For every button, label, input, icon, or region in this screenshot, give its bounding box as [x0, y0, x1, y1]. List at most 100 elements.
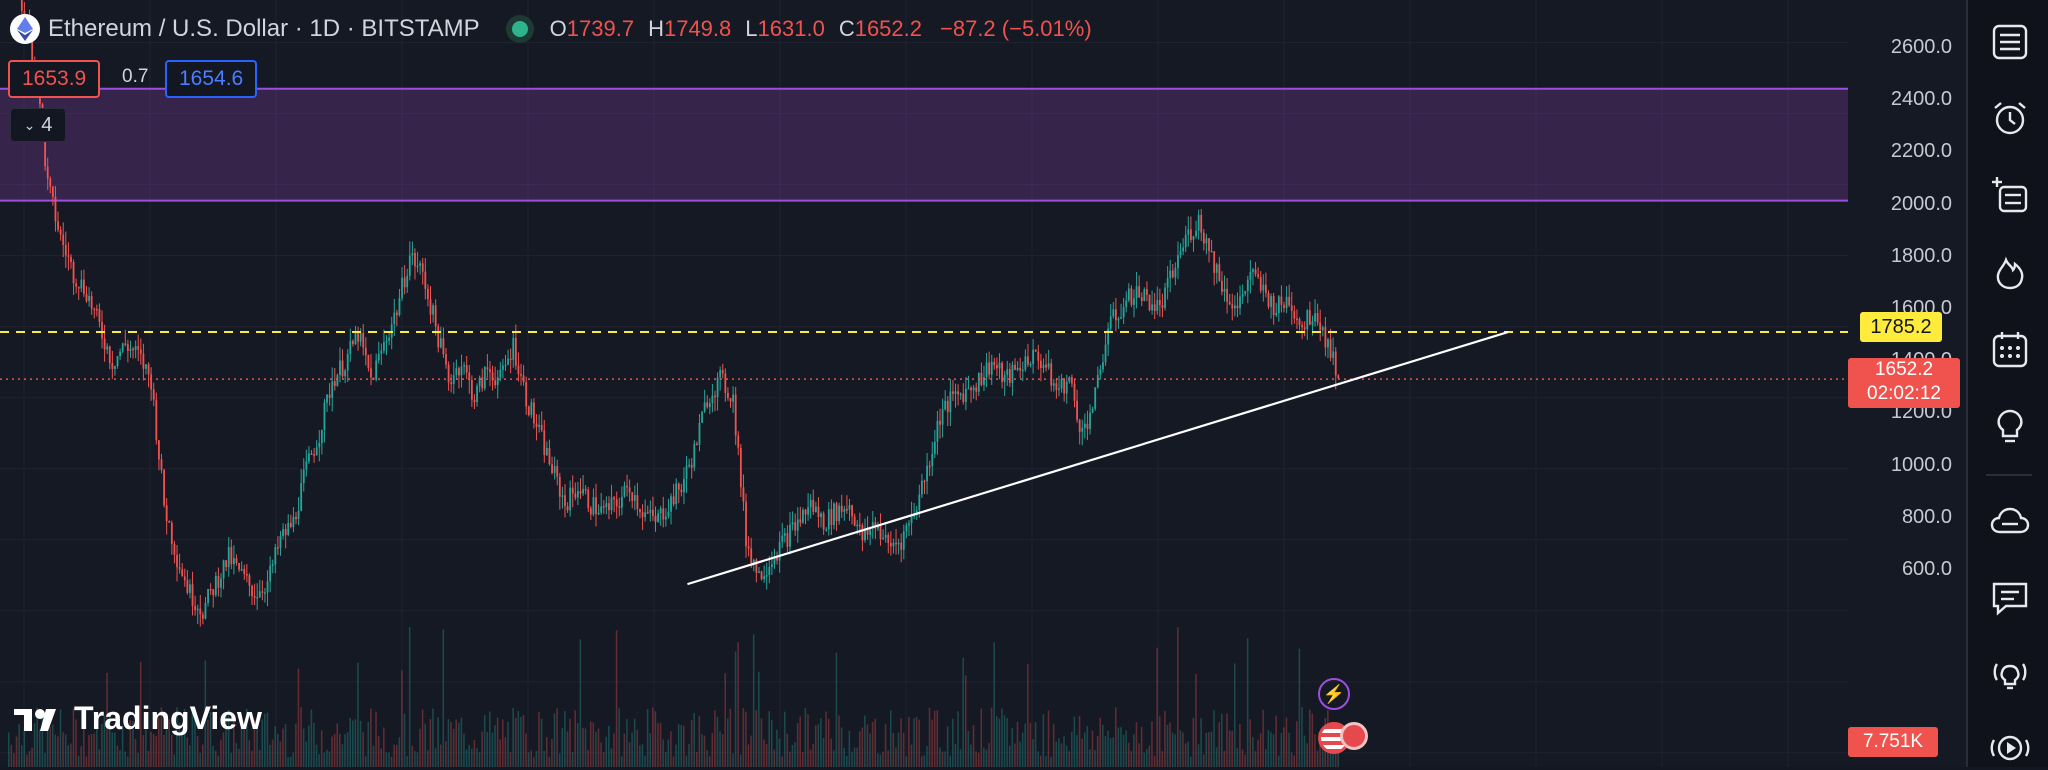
- volume-bar: [238, 749, 240, 767]
- candle-body: [693, 443, 696, 468]
- candle-body: [95, 308, 98, 311]
- candle-body: [732, 394, 735, 402]
- buy-button[interactable]: 1654.6: [165, 60, 258, 98]
- volume-bar: [1177, 627, 1179, 767]
- volume-bar: [1208, 732, 1210, 767]
- indicators-collapse-button[interactable]: ⌄ 4: [10, 108, 66, 142]
- volume-bar: [85, 756, 88, 767]
- candle-body: [796, 519, 799, 531]
- hotlist-fire-icon[interactable]: [1988, 250, 2032, 294]
- volume-bar: [1221, 713, 1223, 767]
- volume-bar: [282, 728, 284, 767]
- volume-bar: [877, 753, 879, 767]
- volume-bar: [1202, 754, 1205, 767]
- candle-body: [137, 346, 140, 350]
- candle-body: [548, 447, 551, 464]
- volume-bar: [1233, 663, 1236, 767]
- candle-body: [1337, 375, 1340, 379]
- candle-body: [993, 361, 996, 366]
- volume-bar: [703, 735, 706, 767]
- broadcast-lightbulb-icon[interactable]: [1988, 652, 2032, 696]
- candle-body: [1311, 321, 1314, 325]
- candle-body: [745, 501, 747, 547]
- candle-body: [695, 443, 698, 446]
- add-list-icon[interactable]: [1988, 172, 2032, 216]
- volume-bar: [1158, 716, 1161, 767]
- candle-body: [840, 505, 843, 512]
- candle-body: [1143, 289, 1146, 302]
- sell-button[interactable]: 1653.9: [8, 60, 101, 98]
- candle-body: [279, 535, 282, 548]
- chart-area[interactable]: Ethereum / U.S. Dollar · 1D · BITSTAMP O…: [0, 0, 1848, 767]
- volume-bar: [545, 737, 548, 767]
- play-stream-icon[interactable]: [1988, 726, 2032, 770]
- candlestick-chart[interactable]: [0, 0, 1848, 767]
- candle-body: [388, 337, 391, 341]
- watchlist-icon[interactable]: [1988, 20, 2032, 64]
- candle-body: [302, 469, 305, 484]
- price-axis[interactable]: 2600.02400.02200.02000.01800.01600.01400…: [1848, 0, 1966, 767]
- candle-body: [116, 356, 119, 367]
- candle-body: [253, 596, 256, 598]
- idea-lightbulb-icon[interactable]: [1988, 404, 2032, 448]
- volume-bar: [1065, 745, 1068, 767]
- candle-body: [460, 366, 463, 376]
- symbol-title[interactable]: Ethereum / U.S. Dollar · 1D · BITSTAMP: [48, 15, 480, 42]
- candle-body: [39, 92, 41, 105]
- volume-bar: [401, 670, 403, 767]
- candle-body: [463, 365, 466, 367]
- candle-body: [380, 350, 383, 354]
- volume-bar: [820, 718, 822, 767]
- candle-body: [600, 506, 603, 513]
- volume-bar: [652, 707, 654, 767]
- candle-body: [1187, 229, 1190, 235]
- cloud-chat-icon[interactable]: [1988, 500, 2032, 544]
- volume-bar: [1200, 718, 1202, 767]
- volume-bar: [1014, 743, 1016, 767]
- volume-bar: [8, 732, 10, 767]
- volume-bar: [905, 756, 908, 767]
- candle-body: [1202, 232, 1205, 244]
- alarm-clock-icon[interactable]: [1988, 96, 2032, 140]
- volume-bar: [111, 732, 114, 767]
- candle-body: [1014, 364, 1016, 370]
- alert-line-price-tag: 1785.2: [1860, 312, 1942, 342]
- candle-body: [727, 392, 729, 399]
- calendar-icon[interactable]: [1988, 328, 2032, 372]
- volume-bar: [178, 723, 181, 767]
- volume-bar: [346, 732, 349, 767]
- volume-bar: [1089, 749, 1091, 767]
- volume-bar: [946, 726, 949, 767]
- volume-bar: [959, 749, 962, 767]
- candle-body: [108, 346, 111, 364]
- volume-bar: [264, 713, 266, 767]
- price-axis-label: 2600.0: [1890, 36, 1952, 58]
- candle-body: [1156, 299, 1159, 312]
- event-lightning-icon[interactable]: ⚡: [1318, 678, 1350, 710]
- change-value: −87.2 (−5.01%): [940, 16, 1092, 41]
- candle-body: [339, 360, 341, 376]
- volume-bar: [509, 752, 512, 767]
- candle-body: [346, 353, 349, 371]
- candle-body: [1029, 363, 1032, 366]
- candle-body: [1277, 296, 1280, 314]
- volume-bar: [1259, 733, 1262, 767]
- volume-bar: [49, 726, 51, 767]
- candle-body: [584, 488, 587, 491]
- volume-bar: [548, 756, 551, 767]
- candle-body: [165, 505, 168, 522]
- candle-body: [527, 406, 530, 416]
- volume-bar: [675, 744, 677, 767]
- volume-bar: [1169, 722, 1171, 767]
- economic-event-icon[interactable]: [1340, 722, 1368, 750]
- candle-body: [845, 508, 848, 511]
- candle-body: [649, 509, 652, 513]
- symbol-legend: Ethereum / U.S. Dollar · 1D · BITSTAMP O…: [10, 14, 1092, 44]
- volume-bar: [672, 756, 675, 767]
- volume-bar: [1045, 755, 1047, 767]
- chat-bubble-icon[interactable]: [1988, 576, 2032, 620]
- volume-bar: [1280, 733, 1283, 767]
- volume-bar: [739, 754, 742, 767]
- volume-bar: [807, 714, 809, 767]
- volume-bar: [698, 715, 701, 767]
